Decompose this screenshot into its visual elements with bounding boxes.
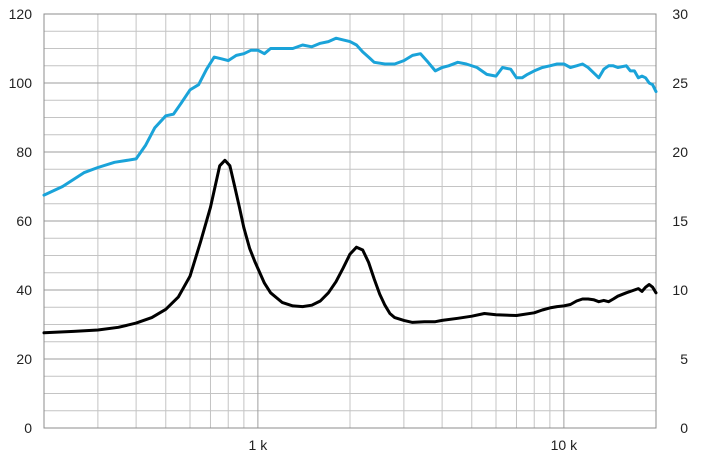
plot-frame [43, 13, 657, 429]
series-line-2 [42, 158, 658, 335]
y2-tick-label: 15 [672, 213, 688, 229]
series-line-1 [42, 36, 658, 197]
y-tick-label: 40 [16, 282, 32, 298]
y-tick-label: 80 [16, 144, 32, 160]
y-axis-left-ticks: 0 20 40 60 80 100 120 [9, 6, 33, 436]
major-grid [44, 14, 656, 428]
y-tick-label: 100 [9, 75, 33, 91]
y2-tick-label: 25 [672, 75, 688, 91]
x-axis-ticks: 1 k 10 k [249, 437, 579, 453]
y2-tick-label: 30 [672, 6, 688, 22]
y-tick-label: 60 [16, 213, 32, 229]
y2-tick-label: 5 [680, 351, 688, 367]
y-tick-label: 20 [16, 351, 32, 367]
y-tick-label: 120 [9, 6, 33, 22]
y2-tick-label: 10 [672, 282, 688, 298]
y-tick-label: 0 [24, 420, 32, 436]
y2-tick-label: 0 [680, 420, 688, 436]
y2-tick-label: 20 [672, 144, 688, 160]
x-tick-label: 1 k [249, 437, 269, 453]
y-axis-right-ticks: 0 5 10 15 20 25 30 [672, 6, 688, 436]
series-layer [42, 36, 658, 335]
x-tick-label: 10 k [551, 437, 578, 453]
